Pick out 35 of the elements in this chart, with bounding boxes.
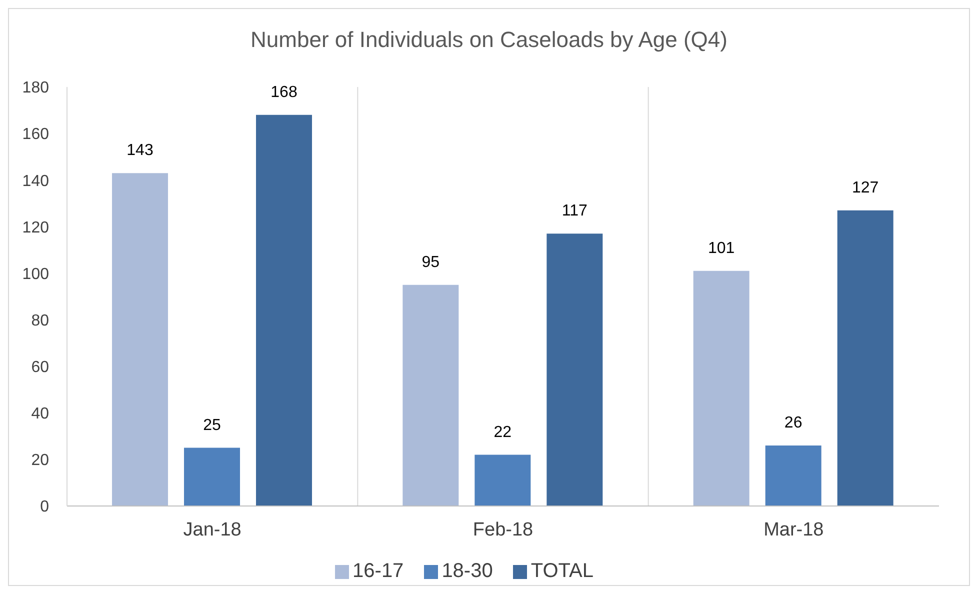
x-tick-label: Jan-18 xyxy=(183,519,242,540)
y-tick-label: 100 xyxy=(22,266,50,283)
y-tick-label: 160 xyxy=(22,126,50,144)
bar xyxy=(765,445,822,506)
legend-label: 18-30 xyxy=(442,560,493,582)
y-tick-label: 60 xyxy=(31,359,50,376)
y-tick-label: 140 xyxy=(22,172,50,190)
data-label: 22 xyxy=(494,424,512,441)
data-label: 143 xyxy=(126,142,154,160)
data-label: 26 xyxy=(784,414,802,432)
y-tick-label: 0 xyxy=(40,498,50,516)
data-label: 127 xyxy=(852,179,879,196)
bar xyxy=(837,210,894,506)
data-label: 101 xyxy=(708,240,735,257)
bar xyxy=(402,284,459,506)
legend-label: 16-17 xyxy=(352,560,404,582)
bar xyxy=(256,114,312,506)
bar xyxy=(693,270,750,506)
y-tick-label: 80 xyxy=(31,312,50,330)
x-tick-label: Feb-18 xyxy=(472,519,534,540)
chart-title: Number of Individuals on Caseloads by Age (Q4) xyxy=(250,26,728,54)
data-label: 25 xyxy=(203,416,221,434)
y-tick-label: 120 xyxy=(22,219,50,236)
y-tick-label: 40 xyxy=(31,406,50,423)
legend-label: TOTAL xyxy=(530,560,594,582)
data-label: 168 xyxy=(270,84,298,101)
y-tick-label: 20 xyxy=(31,452,50,470)
data-label: 95 xyxy=(422,254,440,271)
bar xyxy=(546,234,603,506)
y-tick-label: 180 xyxy=(22,80,50,97)
bar xyxy=(184,448,240,506)
bar xyxy=(474,454,531,506)
x-tick-label: Mar-18 xyxy=(764,519,824,540)
data-label: 117 xyxy=(562,202,588,220)
bar xyxy=(112,173,168,506)
